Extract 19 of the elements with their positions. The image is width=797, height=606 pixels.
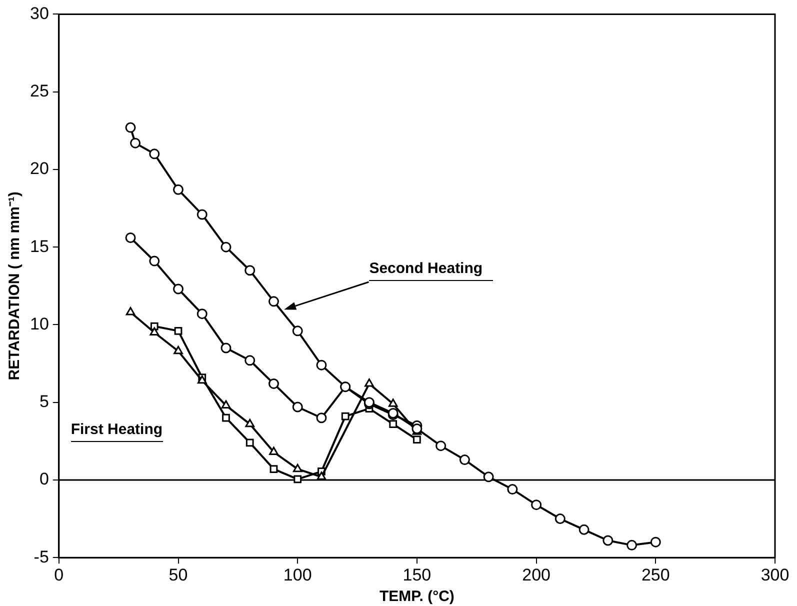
y-tick-label: -5 xyxy=(34,547,49,566)
x-tick-label: 100 xyxy=(283,565,312,584)
y-tick-label: 15 xyxy=(30,236,49,256)
x-tick-label: 300 xyxy=(760,565,790,584)
y-tick-label: 30 xyxy=(30,4,49,23)
y-tick-label: 10 xyxy=(30,314,49,334)
x-tick-label: 0 xyxy=(54,565,64,584)
x-tick-label: 50 xyxy=(168,565,188,584)
x-tick-label: 200 xyxy=(522,565,550,584)
y-tick-label: 20 xyxy=(30,159,49,178)
annotation: First Heating xyxy=(70,420,163,442)
annotation: Second Heating xyxy=(369,260,493,280)
x-tick-label: 250 xyxy=(641,565,670,584)
y-axis-title: RETARDATION ( nm mm⁻¹) xyxy=(6,192,24,380)
y-tick-label: 0 xyxy=(39,470,49,489)
x-axis-title: TEMP. (°C) xyxy=(380,588,454,606)
x-tick-label: 150 xyxy=(402,565,432,584)
y-tick-label: 5 xyxy=(39,392,49,412)
y-tick-label: 25 xyxy=(30,82,49,101)
